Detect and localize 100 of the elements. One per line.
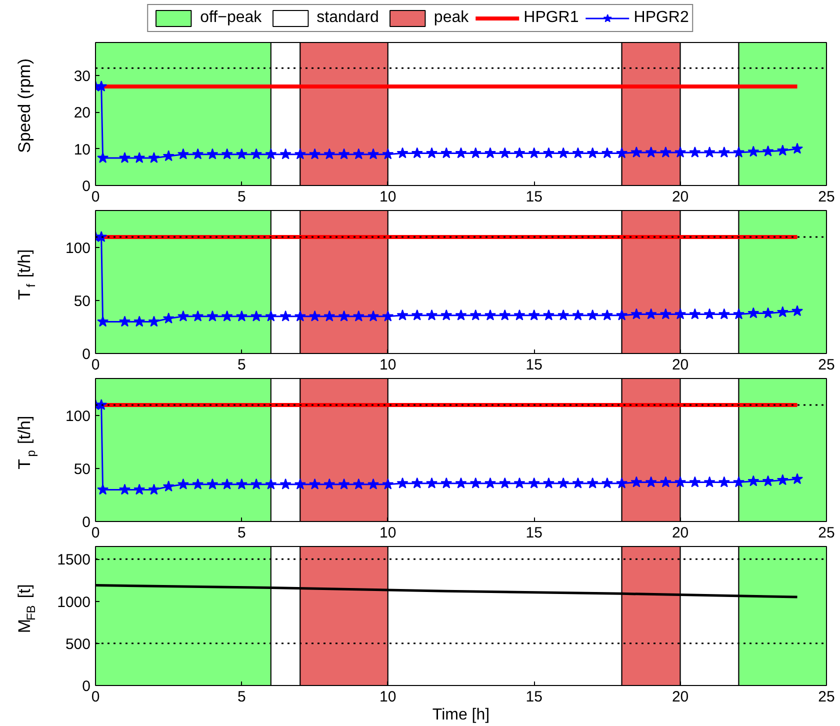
point bbox=[704, 308, 716, 320]
x-tick-label: 10 bbox=[380, 188, 396, 206]
point bbox=[440, 309, 452, 320]
point bbox=[776, 474, 788, 486]
x-tick-label: 15 bbox=[526, 188, 542, 206]
point bbox=[192, 478, 204, 490]
point bbox=[97, 484, 109, 495]
point bbox=[162, 480, 174, 492]
x-tick-label: 25 bbox=[818, 688, 835, 706]
point bbox=[221, 148, 233, 160]
point bbox=[630, 146, 642, 158]
legend-label: HPGR1 bbox=[524, 9, 579, 27]
y-axis-title: Tf [t/h] bbox=[15, 249, 38, 300]
point bbox=[265, 310, 277, 322]
point bbox=[616, 309, 628, 320]
point bbox=[294, 478, 306, 490]
point bbox=[97, 316, 109, 327]
y-tick-label: 100 bbox=[65, 408, 91, 426]
point bbox=[206, 310, 218, 322]
point bbox=[542, 309, 554, 320]
point bbox=[630, 308, 642, 320]
point bbox=[792, 473, 803, 484]
y-tick-label: 0 bbox=[82, 514, 90, 531]
point bbox=[411, 147, 423, 158]
x-tick-label: 20 bbox=[672, 188, 689, 206]
point bbox=[718, 476, 730, 488]
point bbox=[528, 477, 540, 488]
point bbox=[776, 306, 788, 318]
point bbox=[221, 310, 233, 322]
x-tick-label: 5 bbox=[238, 524, 246, 542]
x-tick-label: 5 bbox=[238, 688, 246, 706]
point bbox=[455, 477, 467, 488]
legend-label: peak bbox=[434, 9, 469, 27]
legend-label: standard bbox=[316, 9, 379, 27]
point bbox=[542, 477, 554, 488]
point bbox=[440, 477, 452, 488]
point bbox=[148, 152, 160, 163]
point bbox=[616, 147, 628, 158]
point bbox=[148, 484, 160, 495]
point bbox=[396, 147, 408, 158]
point bbox=[586, 477, 598, 488]
point bbox=[558, 147, 570, 158]
point bbox=[718, 308, 730, 320]
point bbox=[616, 477, 628, 488]
y-tick-label: 20 bbox=[74, 104, 91, 122]
point bbox=[470, 309, 482, 320]
point bbox=[674, 308, 686, 320]
y-tick-label: 500 bbox=[65, 636, 91, 653]
y-tick-label: 1500 bbox=[57, 552, 91, 569]
y-tick-label: 100 bbox=[65, 240, 91, 258]
point bbox=[645, 476, 657, 488]
point bbox=[382, 148, 394, 160]
x-tick-label: 25 bbox=[818, 188, 835, 206]
y-tick-label: 0 bbox=[82, 346, 90, 363]
point bbox=[718, 146, 730, 158]
y-tick-label: 1000 bbox=[57, 594, 91, 611]
x-tick-label: 20 bbox=[672, 524, 689, 542]
point bbox=[96, 230, 108, 242]
point bbox=[162, 150, 174, 162]
point bbox=[733, 146, 745, 158]
point bbox=[762, 307, 774, 318]
legend-label: off−peak bbox=[200, 9, 262, 27]
x-tick-label: 5 bbox=[238, 188, 246, 206]
point bbox=[119, 152, 130, 163]
point bbox=[382, 478, 394, 490]
point bbox=[586, 147, 598, 158]
point bbox=[558, 477, 570, 488]
y-tick-label: 10 bbox=[74, 141, 91, 158]
point bbox=[762, 145, 774, 156]
point bbox=[455, 147, 467, 158]
point bbox=[265, 148, 277, 160]
point bbox=[499, 309, 511, 320]
point bbox=[134, 316, 146, 327]
y-tick-label: 50 bbox=[74, 293, 91, 310]
point bbox=[440, 147, 452, 158]
point bbox=[528, 147, 540, 158]
point bbox=[368, 478, 380, 490]
point bbox=[674, 146, 686, 158]
point bbox=[411, 309, 423, 320]
point bbox=[236, 310, 248, 322]
point bbox=[236, 148, 248, 160]
legend-label: HPGR2 bbox=[634, 9, 689, 27]
point bbox=[206, 478, 218, 490]
x-tick-label: 10 bbox=[380, 356, 396, 374]
point bbox=[206, 148, 218, 160]
x-tick-label: 25 bbox=[818, 356, 835, 374]
point bbox=[280, 310, 292, 322]
x-tick-label: 20 bbox=[672, 356, 689, 374]
point bbox=[265, 478, 277, 490]
point bbox=[484, 309, 496, 320]
point bbox=[280, 478, 292, 490]
point bbox=[484, 477, 496, 488]
point bbox=[309, 148, 321, 160]
point bbox=[368, 310, 380, 322]
point bbox=[280, 148, 292, 160]
point bbox=[338, 148, 350, 160]
point bbox=[382, 310, 394, 322]
point bbox=[514, 477, 526, 488]
point bbox=[411, 477, 423, 488]
point bbox=[762, 475, 774, 486]
